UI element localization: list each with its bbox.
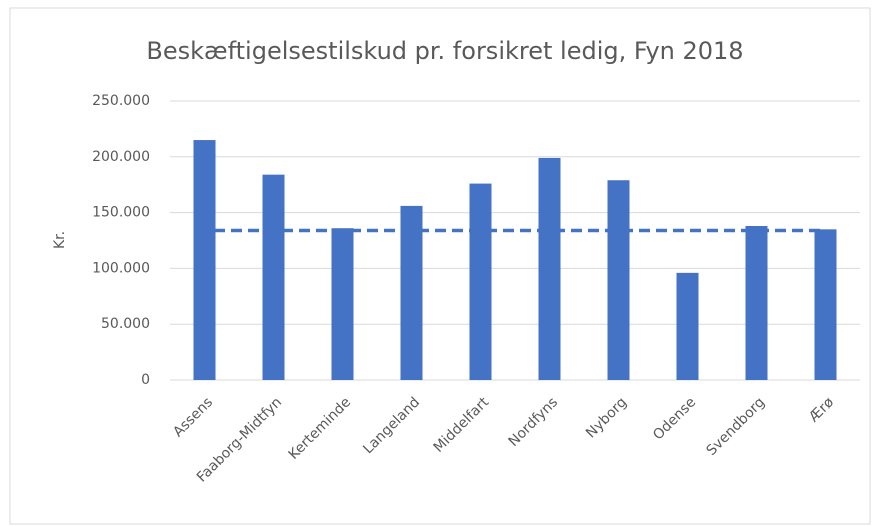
y-tick-label: 50.000 [101, 316, 150, 332]
chart-frame [9, 7, 871, 525]
bar [400, 205, 423, 380]
chart-title: Beskæftigelsestilskud pr. forsikret ledi… [146, 37, 743, 65]
bar [469, 183, 492, 380]
bar [814, 229, 837, 380]
bar [193, 140, 216, 380]
bar [676, 272, 699, 380]
y-tick-label: 250.000 [92, 93, 150, 109]
y-axis-label: Kr. [52, 231, 68, 249]
y-tick-label: 150.000 [92, 205, 150, 221]
bar [331, 228, 354, 380]
bar [607, 180, 630, 380]
y-tick-label: 200.000 [92, 149, 150, 165]
y-tick-label: 0 [141, 372, 150, 388]
y-tick-label: 100.000 [92, 260, 150, 276]
bar [538, 157, 561, 380]
bar [262, 174, 285, 380]
bar [745, 225, 768, 380]
